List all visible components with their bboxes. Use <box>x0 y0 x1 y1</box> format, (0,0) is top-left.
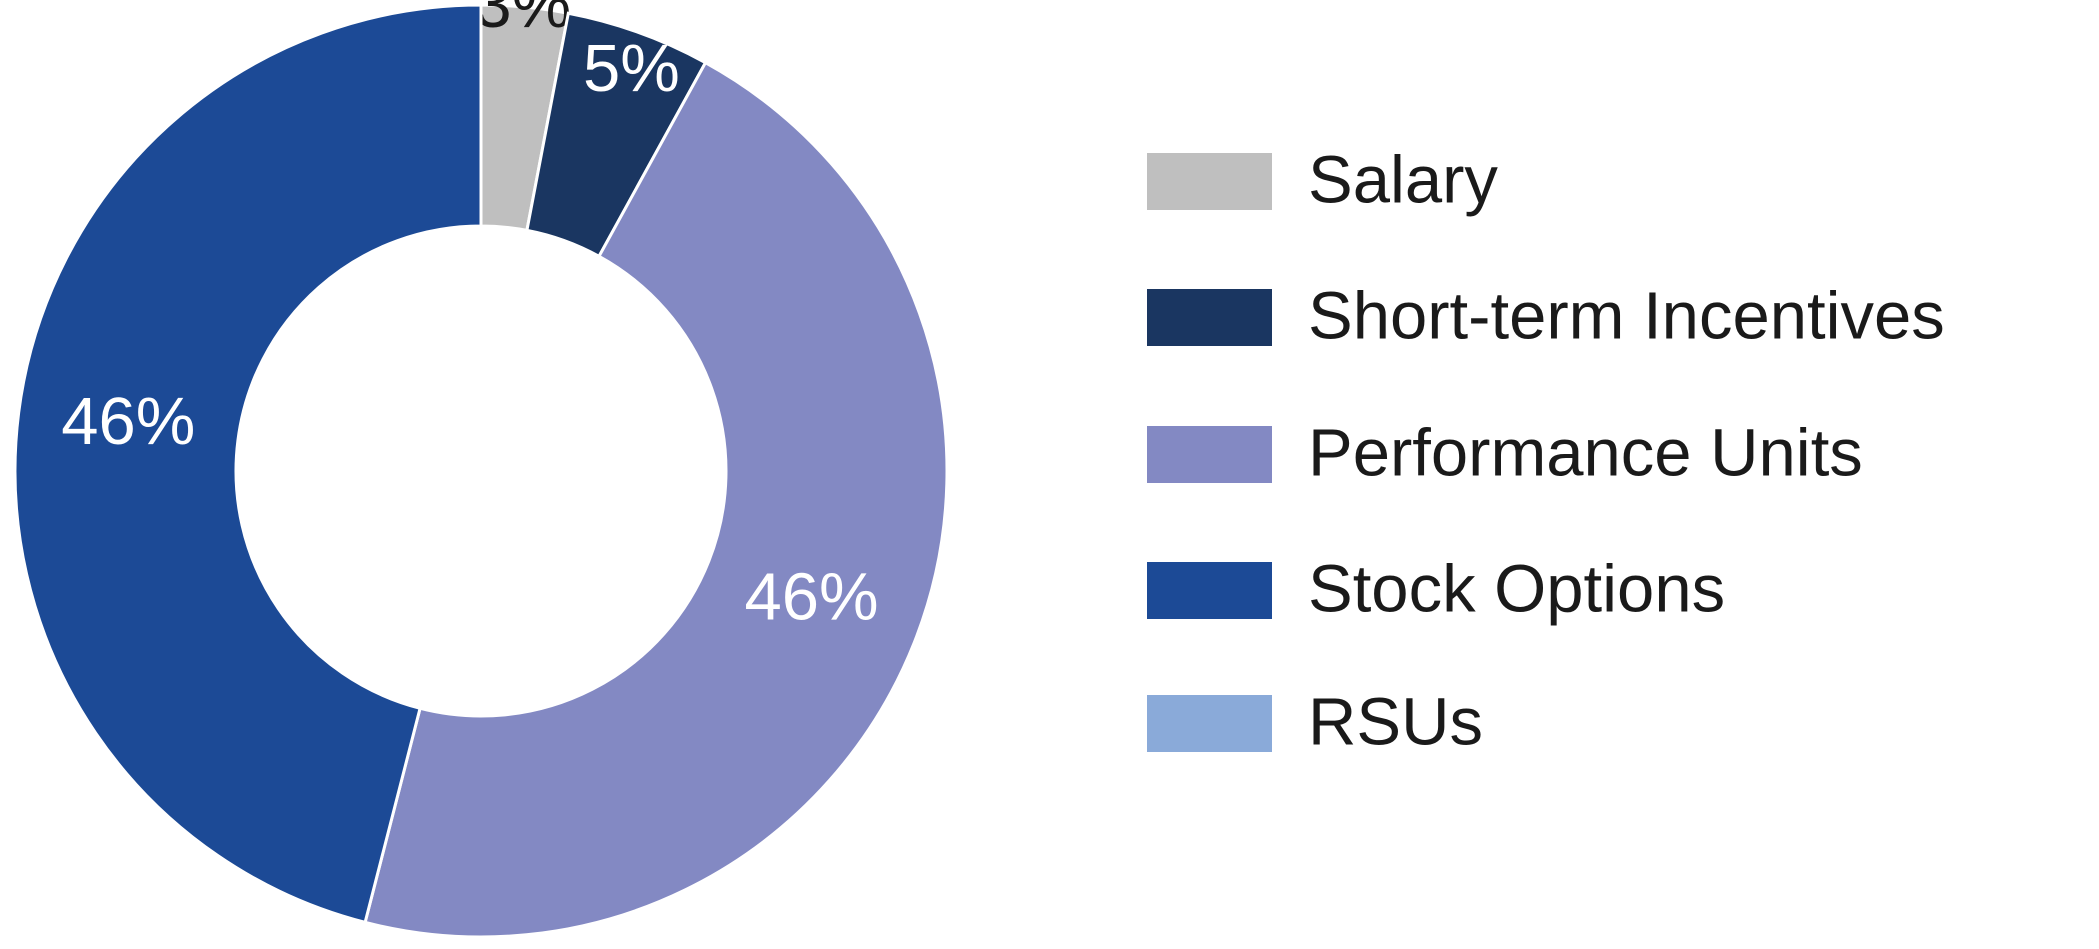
legend-label: Stock Options <box>1308 552 1725 627</box>
legend-label: Short-term Incentives <box>1308 279 1945 354</box>
donut-slice <box>363 60 949 939</box>
legend-label: Performance Units <box>1308 416 1863 491</box>
legend-swatch <box>1147 289 1272 346</box>
legend-label: RSUs <box>1308 685 1483 760</box>
donut-slice <box>13 3 483 925</box>
data-label: 46% <box>744 560 878 635</box>
legend-swatch <box>1147 426 1272 483</box>
data-label: 46% <box>61 384 195 459</box>
legend-swatch <box>1147 562 1272 619</box>
legend-swatch <box>1147 153 1272 210</box>
data-label: 5% <box>583 31 680 106</box>
legend-swatch <box>1147 695 1272 752</box>
data-label: 3% <box>474 0 571 42</box>
legend-label: Salary <box>1308 143 1498 218</box>
